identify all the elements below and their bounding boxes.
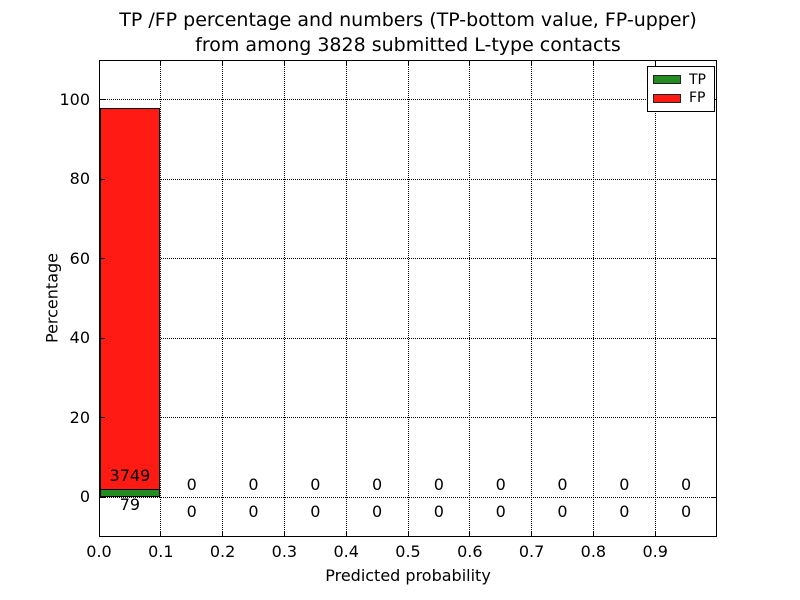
legend-row-tp: TP	[648, 73, 714, 87]
tp-count-label: 79	[119, 495, 141, 514]
fp-count-label: 0	[681, 475, 692, 494]
x-tick-mark-top	[407, 61, 409, 66]
v-gridline	[654, 61, 656, 536]
x-tick-label: 0.9	[642, 542, 668, 561]
x-tick-mark	[345, 531, 347, 536]
y-tick-mark-right	[711, 417, 716, 419]
fp-count-label: 0	[433, 475, 444, 494]
x-tick-label: 0.7	[518, 542, 545, 561]
fp-count-label: 0	[186, 475, 197, 494]
x-tick-mark-top	[469, 61, 471, 66]
x-tick-mark	[160, 531, 162, 536]
v-gridline	[469, 61, 471, 536]
v-gridline	[283, 61, 285, 536]
tp-count-label: 0	[248, 502, 259, 521]
v-gridline	[345, 61, 347, 536]
y-tick-label: 40	[69, 328, 90, 348]
tp-count-label: 0	[186, 502, 197, 521]
x-tick-label: 0.8	[580, 542, 607, 561]
tp-count-label: 0	[681, 502, 692, 521]
x-tick-mark-top	[654, 61, 656, 66]
legend-label-fp: FP	[689, 90, 706, 107]
y-tick-mark	[100, 337, 105, 339]
legend-swatch-fp-icon	[653, 93, 681, 103]
x-tick-mark	[407, 531, 409, 536]
x-tick-mark	[469, 531, 471, 536]
x-tick-mark-top	[345, 61, 347, 66]
legend: TP FP	[647, 66, 715, 112]
x-tick-label: 0.5	[395, 542, 421, 561]
x-tick-mark	[222, 531, 224, 536]
fp-count-label: 0	[495, 475, 506, 494]
x-tick-label: 0.6	[457, 542, 483, 561]
v-gridline	[592, 61, 594, 536]
x-tick-mark-top	[98, 61, 100, 66]
fp-count-label: 0	[619, 475, 630, 494]
y-tick-mark	[100, 178, 105, 180]
y-tick-mark-right	[711, 337, 716, 339]
tp-count-label: 0	[557, 502, 568, 521]
v-gridline	[222, 61, 224, 536]
v-gridline	[160, 61, 162, 536]
legend-swatch-tp-icon	[653, 75, 681, 85]
x-tick-mark	[654, 531, 656, 536]
x-tick-mark-top	[283, 61, 285, 66]
y-tick-mark-right	[711, 178, 716, 180]
y-tick-label: 60	[69, 248, 90, 268]
y-tick-mark	[100, 258, 105, 260]
y-tick-mark	[100, 99, 105, 101]
y-tick-label: 0	[79, 487, 90, 507]
x-axis-label: Predicted probability	[325, 566, 491, 585]
fp-count-label: 0	[372, 475, 383, 494]
x-tick-mark	[531, 531, 533, 536]
x-tick-label: 0.0	[86, 542, 112, 561]
tp-count-label: 0	[495, 502, 506, 521]
fp-count-label: 0	[248, 475, 259, 494]
x-tick-mark-top	[531, 61, 533, 66]
fp-count-label: 3749	[109, 466, 151, 485]
y-tick-label: 20	[69, 407, 90, 427]
fp-bar	[99, 107, 161, 498]
y-tick-mark	[100, 496, 105, 498]
x-tick-label: 0.1	[148, 542, 174, 561]
tp-count-label: 0	[619, 502, 630, 521]
tp-count-label: 0	[310, 502, 321, 521]
legend-label-tp: TP	[689, 71, 706, 88]
tp-count-label: 0	[433, 502, 444, 521]
y-tick-mark-right	[711, 258, 716, 260]
x-tick-mark	[592, 531, 594, 536]
chart-title-line2: from among 3828 submitted L-type contact…	[195, 34, 621, 56]
x-tick-mark	[98, 531, 100, 536]
chart-title-line1: TP /FP percentage and numbers (TP-bottom…	[119, 9, 697, 31]
x-tick-label: 0.4	[333, 542, 359, 561]
y-tick-mark-right	[711, 496, 716, 498]
y-tick-label: 80	[69, 169, 90, 189]
x-tick-label: 0.2	[209, 542, 236, 561]
y-tick-mark	[100, 417, 105, 419]
x-tick-mark-top	[222, 61, 224, 66]
y-tick-label: 100	[59, 89, 90, 109]
v-gridline	[407, 61, 409, 536]
legend-row-fp: FP	[648, 91, 714, 105]
chart-title: TP /FP percentage and numbers (TP-bottom…	[99, 8, 717, 58]
x-tick-mark	[283, 531, 285, 536]
x-tick-mark-top	[592, 61, 594, 66]
tp-count-label: 0	[372, 502, 383, 521]
x-tick-mark-top	[160, 61, 162, 66]
x-tick-label: 0.3	[271, 542, 298, 561]
fp-count-label: 0	[557, 475, 568, 494]
v-gridline	[531, 61, 533, 536]
fp-count-label: 0	[310, 475, 321, 494]
